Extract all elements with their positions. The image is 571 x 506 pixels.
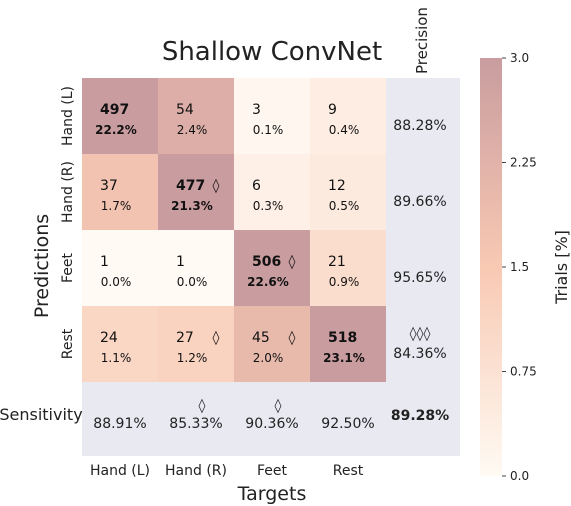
heatmap-cell xyxy=(310,78,386,154)
cell-count: 506 xyxy=(252,254,281,270)
heatmap-cell xyxy=(82,306,158,382)
x-tick-label: Hand (R) xyxy=(165,463,227,479)
cell-count: 477 xyxy=(176,178,205,194)
cell-percent: 1.1% xyxy=(101,351,132,365)
colorbar xyxy=(480,58,502,476)
cell-percent: 0.4% xyxy=(329,123,360,137)
precision-label: Precision xyxy=(413,7,431,74)
sensitivity-marker: ◊ xyxy=(199,398,206,414)
significance-marker: ◊ xyxy=(289,330,296,346)
heatmap-cell xyxy=(158,306,234,382)
colorbar-tick-label: 1.5 xyxy=(510,260,529,274)
heatmap-cell xyxy=(234,230,310,306)
significance-marker: ◊ xyxy=(213,178,220,194)
sensitivity-row-bg xyxy=(82,380,460,456)
cell-count: 497 xyxy=(100,102,129,118)
cell-count: 37 xyxy=(100,178,118,194)
cell-count: 45 xyxy=(252,330,270,346)
cell-percent: 2.0% xyxy=(253,351,284,365)
colorbar-tick-label: 0.75 xyxy=(510,365,537,379)
colorbar-tick-label: 3.0 xyxy=(510,51,529,65)
cell-percent: 0.3% xyxy=(253,199,284,213)
cell-percent: 22.6% xyxy=(247,275,289,289)
cell-percent: 0.9% xyxy=(329,275,360,289)
precision-column-bg xyxy=(384,78,460,380)
cell-count: 3 xyxy=(252,102,261,118)
heatmap-cells xyxy=(82,78,386,382)
sensitivity-label: Sensitivity xyxy=(0,405,83,424)
heatmap-cell xyxy=(234,78,310,154)
cell-count: 54 xyxy=(176,102,194,118)
overall-accuracy: 89.28% xyxy=(391,408,449,424)
y-tick-label: Rest xyxy=(60,328,76,359)
sensitivity-value: 88.91% xyxy=(93,416,146,432)
heatmap-cell xyxy=(158,154,234,230)
cell-percent: 23.1% xyxy=(323,351,365,365)
x-tick-label: Hand (L) xyxy=(90,463,150,479)
heatmap-cell xyxy=(158,230,234,306)
cell-count: 1 xyxy=(100,254,109,270)
y-tick-label: Feet xyxy=(60,252,76,283)
heatmap-cell xyxy=(82,154,158,230)
sensitivity-value: 90.36% xyxy=(245,416,298,432)
cell-percent: 21.3% xyxy=(171,199,213,213)
precision-value: 95.65% xyxy=(393,270,446,286)
precision-values: 88.28% 89.66% 95.65% 84.36% ◊◊◊ xyxy=(393,118,446,362)
cell-count: 518 xyxy=(328,330,357,346)
cell-percent: 2.4% xyxy=(177,123,208,137)
cell-count: 21 xyxy=(328,254,346,270)
cell-percent: 0.0% xyxy=(177,275,208,289)
cell-count: 12 xyxy=(328,178,346,194)
heatmap-cell xyxy=(82,78,158,154)
y-axis-label: Predictions xyxy=(31,214,53,318)
heatmap-cell xyxy=(234,154,310,230)
sensitivity-marker: ◊ xyxy=(275,398,282,414)
y-tick-label: Hand (L) xyxy=(60,86,76,146)
cell-count: 9 xyxy=(328,102,337,118)
heatmap-cell xyxy=(310,230,386,306)
cell-percent: 0.1% xyxy=(253,123,284,137)
colorbar-tick-label: 0.0 xyxy=(510,469,529,483)
x-tick-label: Feet xyxy=(257,463,288,479)
precision-value: 88.28% xyxy=(393,118,446,134)
x-tick-label: Rest xyxy=(333,463,364,479)
precision-marker: ◊◊◊ xyxy=(410,326,431,342)
x-axis-label: Targets xyxy=(237,483,307,505)
heatmap-cell xyxy=(234,306,310,382)
cell-percent: 0.5% xyxy=(329,199,360,213)
colorbar-label: Trials [%] xyxy=(552,230,571,305)
heatmap-cell xyxy=(158,78,234,154)
x-tick-labels: Hand (L) Hand (R) Feet Rest xyxy=(90,463,364,479)
cell-percent: 22.2% xyxy=(95,123,137,137)
cell-count: 27 xyxy=(176,330,194,346)
y-tick-labels: Hand (L) Hand (R) Feet Rest xyxy=(60,86,76,359)
sensitivity-values: 88.91% 85.33% ◊ 90.36% ◊ 92.50% xyxy=(93,398,374,432)
y-tick-label: Hand (R) xyxy=(60,161,76,223)
cell-percent: 1.2% xyxy=(177,351,208,365)
cell-count: 6 xyxy=(252,178,261,194)
cell-count: 24 xyxy=(100,330,118,346)
sensitivity-value: 92.50% xyxy=(321,416,374,432)
heatmap-cell xyxy=(310,154,386,230)
cell-count: 1 xyxy=(176,254,185,270)
sensitivity-value: 85.33% xyxy=(169,416,222,432)
precision-value: 89.66% xyxy=(393,194,446,210)
significance-marker: ◊ xyxy=(289,254,296,270)
precision-value: 84.36% xyxy=(393,346,446,362)
heatmap-cell xyxy=(82,230,158,306)
chart-title: Shallow ConvNet xyxy=(162,37,382,67)
significance-marker: ◊ xyxy=(213,330,220,346)
colorbar-tick-label: 2.25 xyxy=(510,156,537,170)
colorbar-ticks: 0.0 0.75 1.5 2.25 3.0 xyxy=(502,51,537,483)
cell-percent: 0.0% xyxy=(101,275,132,289)
cell-percent: 1.7% xyxy=(101,199,132,213)
heatmap-cell xyxy=(310,306,386,382)
